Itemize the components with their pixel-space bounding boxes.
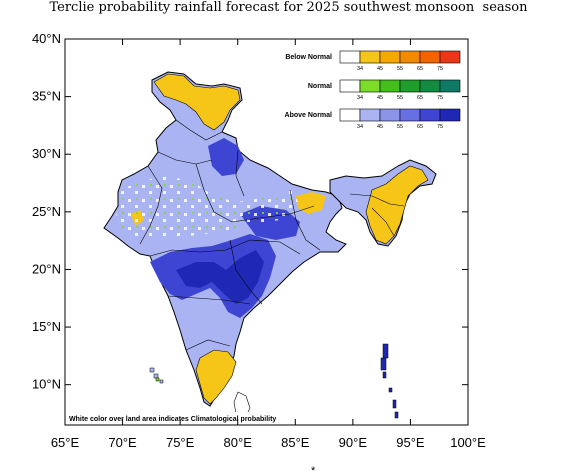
below-normal-bihar (296, 192, 326, 214)
legend-swatch (439, 108, 461, 122)
x-axis: 65°E 70°E 75°E 80°E 85°E 90°E 95°E 100°E (51, 39, 486, 450)
legend-label: Normal (308, 83, 332, 90)
legend-swatch (359, 108, 381, 122)
legend: Below Normal 34 45 55 65 75 Normal 34 45 55 65 75 Ab… (285, 50, 461, 130)
legend-swatch (399, 108, 421, 122)
legend-threshold: 34 (357, 95, 363, 101)
legend-threshold: 75 (437, 95, 443, 101)
above-normal-darkest-central (176, 250, 264, 304)
legend-swatch (399, 79, 421, 93)
legend-swatch (399, 50, 421, 64)
legend-threshold: 34 (357, 124, 363, 130)
x-tick-label: 95°E (396, 435, 425, 450)
legend-threshold: 65 (417, 95, 423, 101)
legend-swatch (359, 50, 381, 64)
y-tick-label: 30°N (32, 146, 61, 161)
note-text: White color over land area indicates Cli… (69, 416, 276, 423)
legend-threshold: 55 (397, 95, 403, 101)
x-tick-label: 75°E (166, 435, 195, 450)
legend-swatch (379, 79, 401, 93)
state-boundaries (139, 119, 405, 351)
legend-threshold: 34 (357, 66, 363, 72)
legend-threshold: 65 (417, 124, 423, 130)
legend-threshold: 75 (437, 66, 443, 72)
legend-threshold: 45 (377, 124, 383, 130)
y-tick-label: 10°N (32, 377, 61, 392)
andaman-nicobar-islands (380, 343, 399, 419)
legend-threshold: 75 (437, 124, 443, 130)
legend-swatch (419, 79, 441, 93)
y-tick-label: 25°N (32, 204, 61, 219)
legend-swatch (379, 108, 401, 122)
lakshadweep-islands (149, 367, 164, 384)
legend-swatch (439, 50, 461, 64)
legend-swatch (359, 79, 381, 93)
x-tick-label: 65°E (51, 435, 80, 450)
y-tick-label: 40°N (32, 31, 61, 46)
x-tick-label: 100°E (450, 435, 486, 450)
x-tick-label: 80°E (224, 435, 253, 450)
y-tick-label: 35°N (32, 89, 61, 104)
legend-swatch (379, 50, 401, 64)
below-normal-north (153, 73, 241, 131)
footer-mark: * (311, 465, 316, 472)
legend-threshold: 55 (397, 124, 403, 130)
legend-threshold: 65 (417, 66, 423, 72)
map-land (103, 71, 437, 421)
y-tick-label: 20°N (32, 261, 61, 276)
legend-threshold: 45 (377, 95, 383, 101)
legend-swatch (439, 79, 461, 93)
above-normal-dark-north (208, 138, 244, 176)
legend-swatch (419, 108, 441, 122)
legend-swatch (419, 50, 441, 64)
speckle-overlay (116, 176, 300, 240)
legend-swatch (339, 79, 361, 93)
y-axis: 10°N 15°N 20°N 25°N 30°N 35°N 40°N (32, 31, 468, 392)
y-tick-label: 15°N (32, 319, 61, 334)
x-tick-label: 85°E (281, 435, 310, 450)
x-tick-label: 70°E (108, 435, 137, 450)
map-title: Terclie probability rainfall forecast fo… (49, 0, 528, 15)
below-normal-south (195, 349, 237, 405)
legend-swatch (339, 50, 361, 64)
legend-label: Above Normal (285, 112, 333, 119)
x-tick-label: 90°E (339, 435, 368, 450)
legend-swatch (339, 108, 361, 122)
legend-threshold: 55 (397, 66, 403, 72)
legend-threshold: 45 (377, 66, 383, 72)
legend-label: Below Normal (285, 54, 332, 61)
